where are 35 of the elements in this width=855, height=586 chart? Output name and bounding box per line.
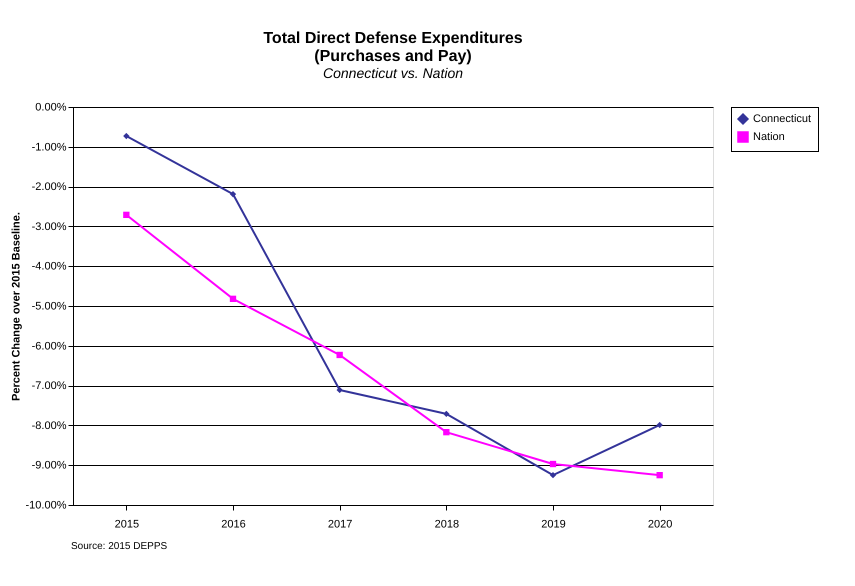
point bbox=[123, 212, 130, 218]
point bbox=[656, 472, 663, 478]
x-tick-label: 2018 bbox=[434, 518, 460, 530]
point bbox=[443, 429, 450, 436]
y-tick-label: -8.00% bbox=[32, 420, 67, 432]
chart-title: Total Direct Defense Expenditures (Purchases and Pay) bbox=[263, 30, 523, 65]
point bbox=[550, 472, 556, 478]
y-tick-label: -5.00% bbox=[32, 300, 67, 312]
y-tick-label: -9.00% bbox=[32, 460, 67, 472]
source-note: Source: 2015 DEPPS bbox=[71, 541, 168, 552]
x-tick-label: 2015 bbox=[114, 518, 140, 530]
legend-label: Nation bbox=[753, 131, 785, 143]
y-tick-label: -6.00% bbox=[32, 340, 67, 352]
x-tick-label: 2016 bbox=[221, 518, 246, 530]
point bbox=[550, 460, 556, 468]
x-tick-label: 2020 bbox=[648, 518, 672, 530]
point bbox=[656, 422, 663, 428]
y-tick-label: -10.00% bbox=[26, 500, 67, 512]
point bbox=[336, 386, 343, 394]
y-tick-label: -3.00% bbox=[32, 220, 67, 233]
point bbox=[123, 132, 130, 140]
chart-subtitle: Connecticut vs. Nation bbox=[322, 65, 464, 81]
y-tick-label: -7.00% bbox=[32, 380, 67, 392]
y-tick-label: -2.00% bbox=[32, 181, 67, 194]
point bbox=[443, 410, 450, 418]
y-tick-label: 0.00% bbox=[35, 102, 67, 114]
point bbox=[336, 352, 343, 358]
y-tick-label: -4.00% bbox=[32, 260, 67, 273]
y-axis-title: Percent Change over 2015 Baseline. bbox=[10, 212, 23, 401]
y-tick-label: -1.00% bbox=[32, 141, 67, 154]
point bbox=[230, 296, 236, 302]
x-tick-label: 2019 bbox=[541, 518, 566, 530]
legend-label: Connecticut bbox=[753, 113, 812, 125]
x-tick-label: 2017 bbox=[328, 518, 352, 530]
point bbox=[230, 191, 236, 198]
